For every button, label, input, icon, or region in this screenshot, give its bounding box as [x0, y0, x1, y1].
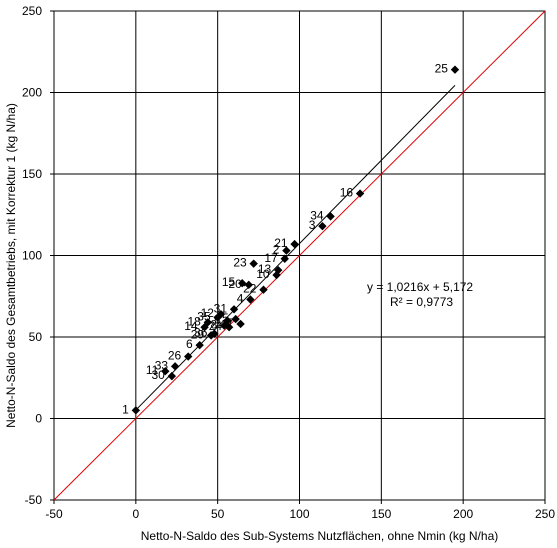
- data-point-label: 26: [168, 349, 182, 363]
- data-point: [282, 246, 291, 255]
- y-tick-label: 200: [22, 86, 42, 100]
- data-point: [259, 285, 268, 294]
- data-point-label: 20: [228, 277, 242, 291]
- data-point-label: 34: [310, 208, 324, 222]
- data-point-label: 18: [187, 314, 201, 328]
- data-point: [236, 319, 245, 329]
- data-point: [244, 280, 253, 290]
- y-tick-label: 100: [22, 249, 42, 263]
- data-point: [450, 65, 460, 74]
- data-point: [229, 305, 239, 314]
- data-point: [203, 318, 213, 327]
- data-point: [280, 254, 289, 263]
- x-tick-label: 250: [535, 507, 555, 521]
- data-point: [161, 367, 170, 376]
- data-point: [318, 221, 327, 231]
- data-point: [290, 239, 299, 249]
- y-tick-label: 250: [22, 4, 42, 18]
- y-tick-label: 0: [35, 412, 42, 426]
- data-point: [131, 406, 141, 415]
- x-tick-label: 0: [132, 507, 139, 521]
- x-axis-title: Netto-N-Saldo des Sub-Systems Nutzfläche…: [141, 529, 499, 543]
- data-point: [326, 212, 335, 221]
- y-tick-label: 50: [29, 330, 43, 344]
- data-point-label: 5: [222, 311, 229, 325]
- data-point-label: 21: [274, 236, 288, 250]
- data-point-label: 33: [155, 358, 169, 372]
- x-tick-label: -50: [45, 507, 63, 521]
- data-point: [170, 362, 180, 371]
- data-point: [167, 371, 177, 381]
- x-tick-label: 50: [211, 507, 225, 521]
- data-point: [210, 329, 219, 338]
- data-point: [249, 259, 258, 268]
- data-point-label: 25: [435, 62, 449, 76]
- data-point-label: 6: [186, 337, 193, 351]
- data-point-label: 8: [211, 318, 218, 332]
- y-tick-label: 150: [22, 167, 42, 181]
- regression-equation: y = 1,0216x + 5,172: [367, 280, 473, 294]
- data-point-label: 31: [214, 301, 228, 315]
- x-tick-label: 200: [453, 507, 473, 521]
- data-point-label: 16: [340, 186, 354, 200]
- identity-line: [53, 10, 546, 501]
- data-point: [238, 279, 247, 288]
- data-point-label: 35: [197, 309, 211, 323]
- data-point-label: 24: [209, 319, 223, 333]
- data-point-label: 15: [222, 275, 236, 289]
- data-point: [231, 314, 240, 324]
- data-point-label: 2: [273, 243, 280, 257]
- data-point: [216, 309, 226, 319]
- data-point: [223, 316, 232, 325]
- data-point-label: 23: [233, 256, 247, 270]
- x-tick-label: 100: [289, 507, 309, 521]
- data-point: [355, 189, 365, 198]
- data-point: [200, 323, 209, 332]
- data-point-label: 12: [201, 306, 215, 320]
- data-point: [246, 295, 255, 304]
- y-tick-label: -50: [25, 493, 43, 507]
- data-point-label: 9: [214, 313, 221, 327]
- data-point-label: 14: [184, 319, 198, 333]
- data-point-label: 13: [258, 262, 272, 276]
- data-point-label: 17: [264, 251, 278, 265]
- data-point-label: 3: [309, 218, 316, 232]
- data-point-label: 1: [122, 402, 129, 416]
- data-point-label: 29: [191, 327, 205, 341]
- x-tick-label: 150: [371, 507, 391, 521]
- data-point-label: 11: [146, 363, 159, 377]
- data-point-label: 10: [256, 267, 270, 281]
- data-point: [274, 265, 283, 275]
- data-point-label: 7: [227, 316, 234, 330]
- data-point: [224, 323, 234, 332]
- data-point-label: 4: [237, 292, 244, 306]
- y-axis-title: Netto-N-Saldo des Gesamtbetriebs, mit Ko…: [4, 103, 18, 428]
- r-squared: R² = 0,9773: [390, 295, 453, 309]
- data-point: [195, 340, 204, 350]
- data-point: [184, 352, 193, 361]
